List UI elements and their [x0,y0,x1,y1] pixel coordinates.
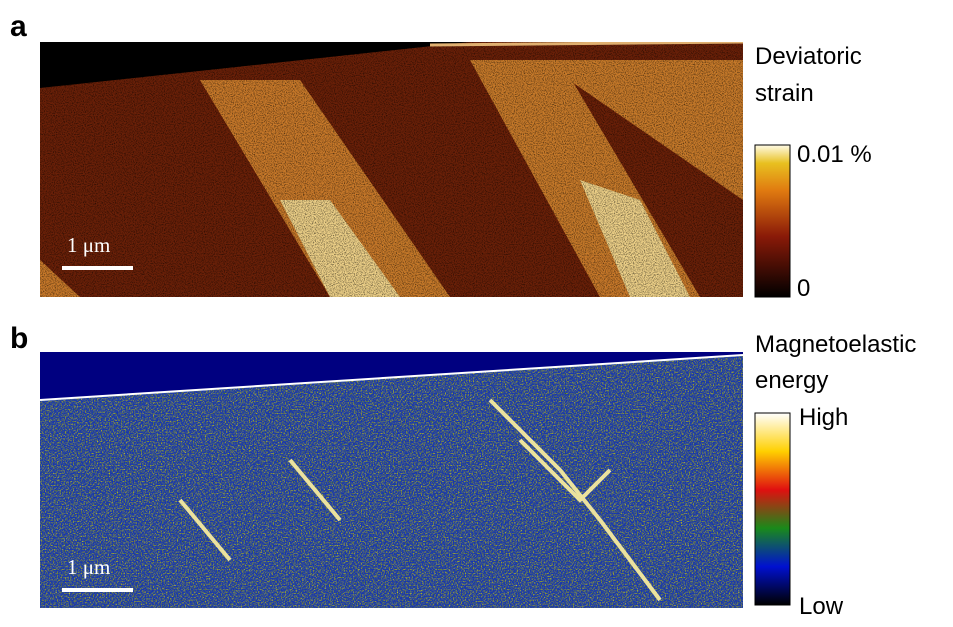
energy-map [40,352,743,608]
colorbar-max: High [799,404,848,431]
panel-label: a [10,10,27,43]
colorbar [754,412,791,606]
strain-map [40,42,743,297]
colorbar [754,144,791,298]
scale-bar-label: 1 μm [67,233,110,257]
panel-label: b [10,322,28,355]
colorbar-title: Magnetoelastic [755,331,916,358]
scale-bar-label: 1 μm [67,555,110,579]
colorbar-max: 0.01 % [797,141,872,168]
colorbar-min: Low [799,593,844,620]
colorbar-title: strain [755,80,814,107]
colorbar-title: Deviatoric [755,43,862,70]
colorbar-min: 0 [797,275,810,302]
colorbar-title: energy [755,367,828,394]
